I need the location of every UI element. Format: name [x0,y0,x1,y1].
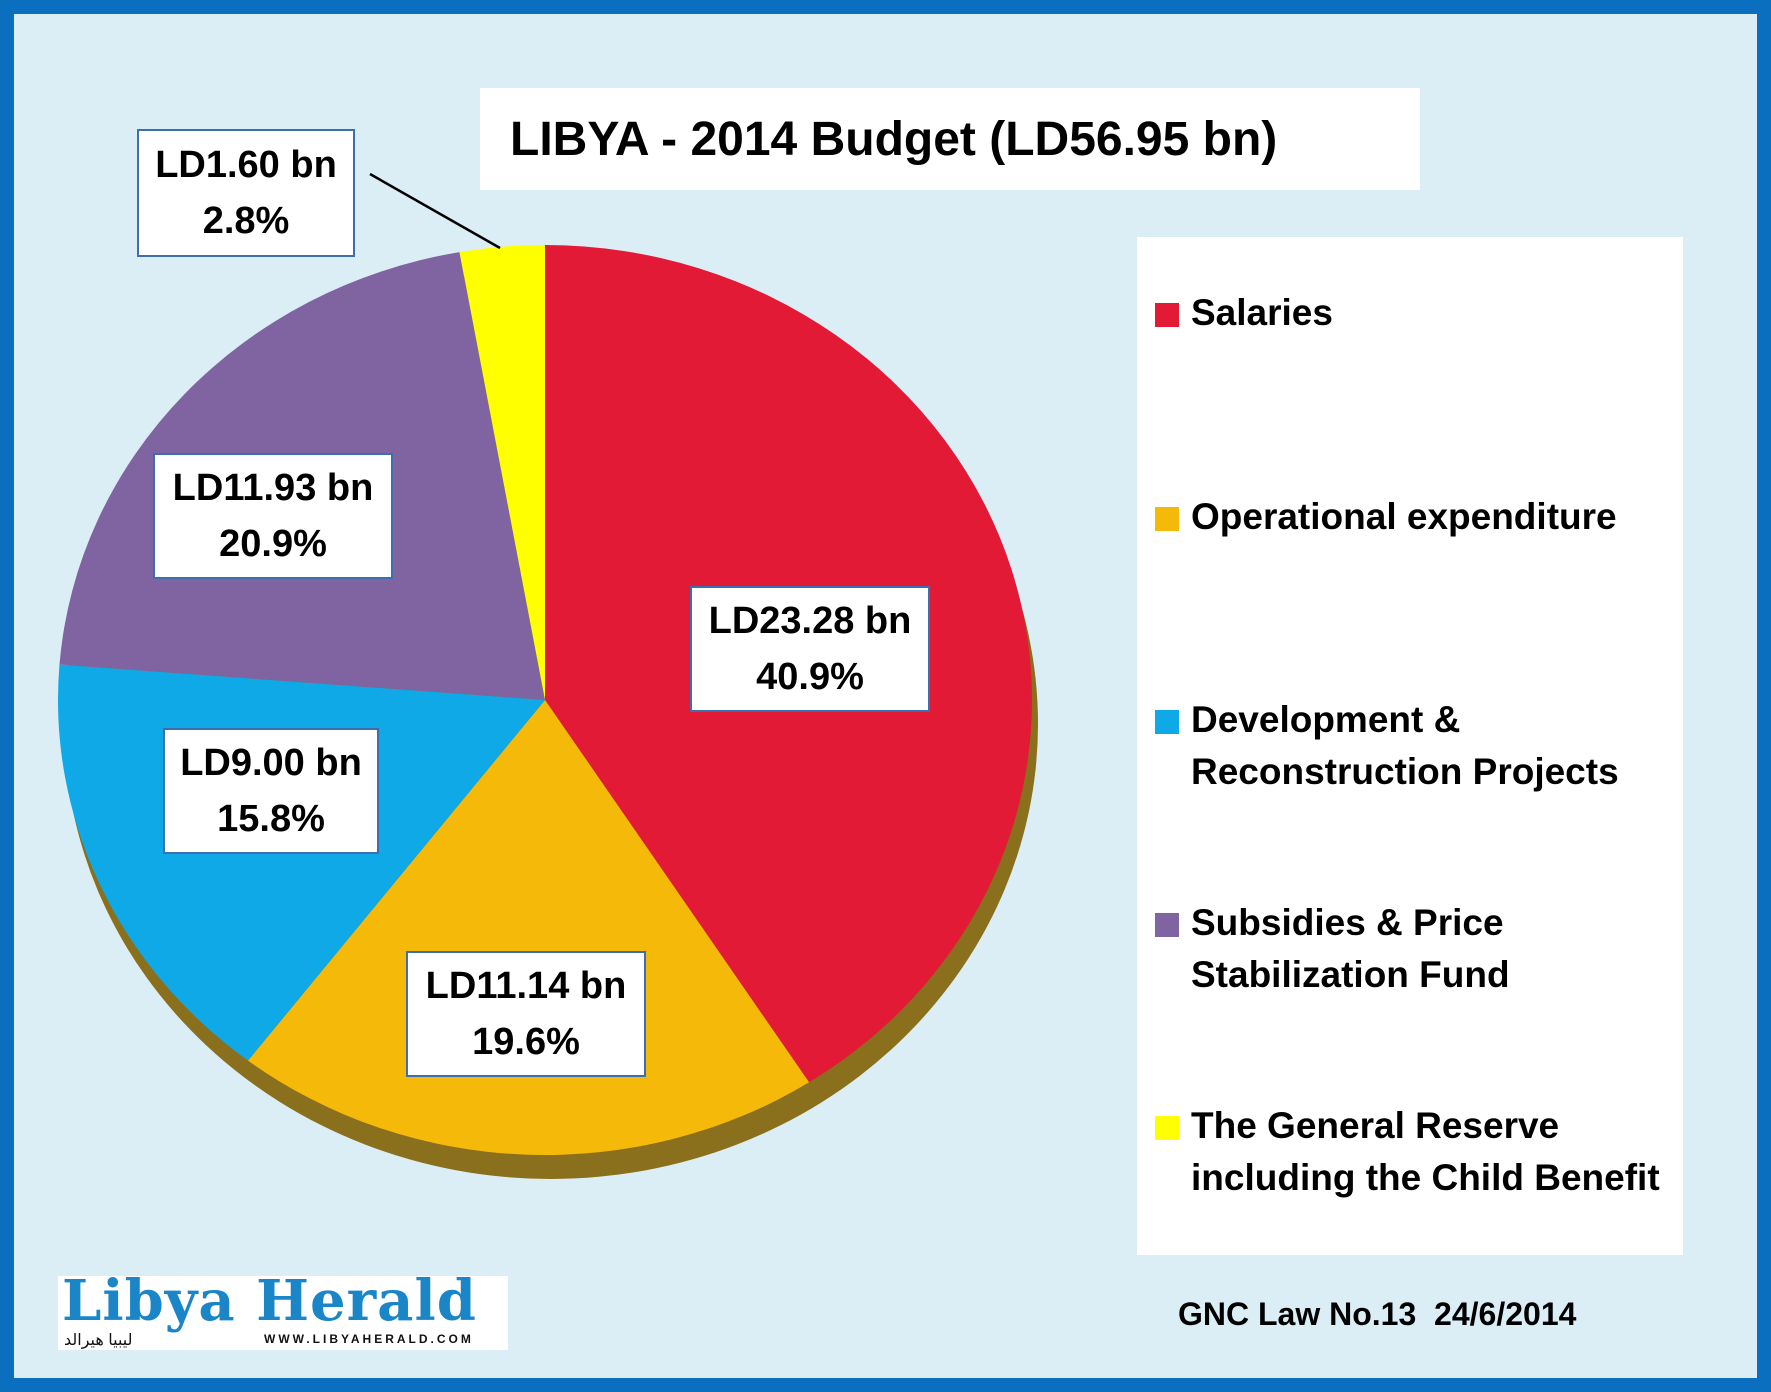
chart-title: LIBYA - 2014 Budget (LD56.95 bn) [510,112,1278,166]
data-label-operational-value: LD11.14 bn [425,965,627,1007]
data-label-development-percent: 15.8% [217,798,325,840]
legend-item-salaries: Salaries [1155,287,1671,339]
legend-swatch-salaries [1155,303,1179,327]
pie-slice-reserve [459,245,545,700]
logo-wordmark: Libya Herald [62,1268,477,1334]
data-label-salaries: LD23.28 bn 40.9% [690,586,930,712]
data-label-reserve-percent: 2.8% [202,200,290,242]
data-label-development: LD9.00 bn 15.8% [163,728,379,854]
data-label-operational-percent: 19.6% [472,1021,580,1063]
chart-legend: Salaries Operational expenditure Develop… [1137,237,1683,1255]
legend-swatch-operational [1155,507,1179,531]
data-label-salaries-value: LD23.28 bn [708,600,912,642]
logo-arabic-text: ليبيا هيرالد [64,1332,133,1349]
data-label-reserve: LD1.60 bn 2.8% [137,129,355,257]
legend-item-operational: Operational expenditure [1155,491,1671,543]
legend-item-subsidies: Subsidies & Price Stabilization Fund [1155,897,1671,1001]
libya-herald-logo: Libya Herald ليبيا هيرالد WWW.LIBYAHERAL… [58,1268,508,1350]
data-label-subsidies: LD11.93 bn 20.9% [153,453,393,579]
pie-slice-operational [247,700,810,1156]
data-label-reserve-value: LD1.60 bn [155,144,337,186]
reserve-leader-line [369,172,501,250]
data-label-subsidies-percent: 20.9% [219,523,327,565]
legend-label-salaries: Salaries [1191,292,1333,333]
source-note: GNC Law No.13 24/6/2014 [1178,1296,1577,1332]
data-label-operational: LD11.14 bn 19.6% [406,951,646,1077]
legend-label-subsidies: Subsidies & Price Stabilization Fund [1191,902,1510,995]
legend-swatch-subsidies [1155,913,1179,937]
legend-item-development: Development & Reconstruction Projects [1155,694,1671,798]
legend-swatch-development [1155,710,1179,734]
legend-swatch-reserve [1155,1116,1179,1140]
logo-url: WWW.LIBYAHERALD.COM [264,1332,474,1346]
legend-label-operational: Operational expenditure [1191,496,1617,537]
legend-label-development: Development & Reconstruction Projects [1191,699,1619,792]
data-label-salaries-percent: 40.9% [756,656,864,698]
data-label-subsidies-value: LD11.93 bn [172,467,374,509]
data-label-development-value: LD9.00 bn [180,742,362,784]
chart-title-box: LIBYA - 2014 Budget (LD56.95 bn) [480,88,1420,190]
legend-label-reserve: The General Reserve including the Child … [1191,1105,1660,1198]
legend-item-reserve: The General Reserve including the Child … [1155,1100,1671,1204]
